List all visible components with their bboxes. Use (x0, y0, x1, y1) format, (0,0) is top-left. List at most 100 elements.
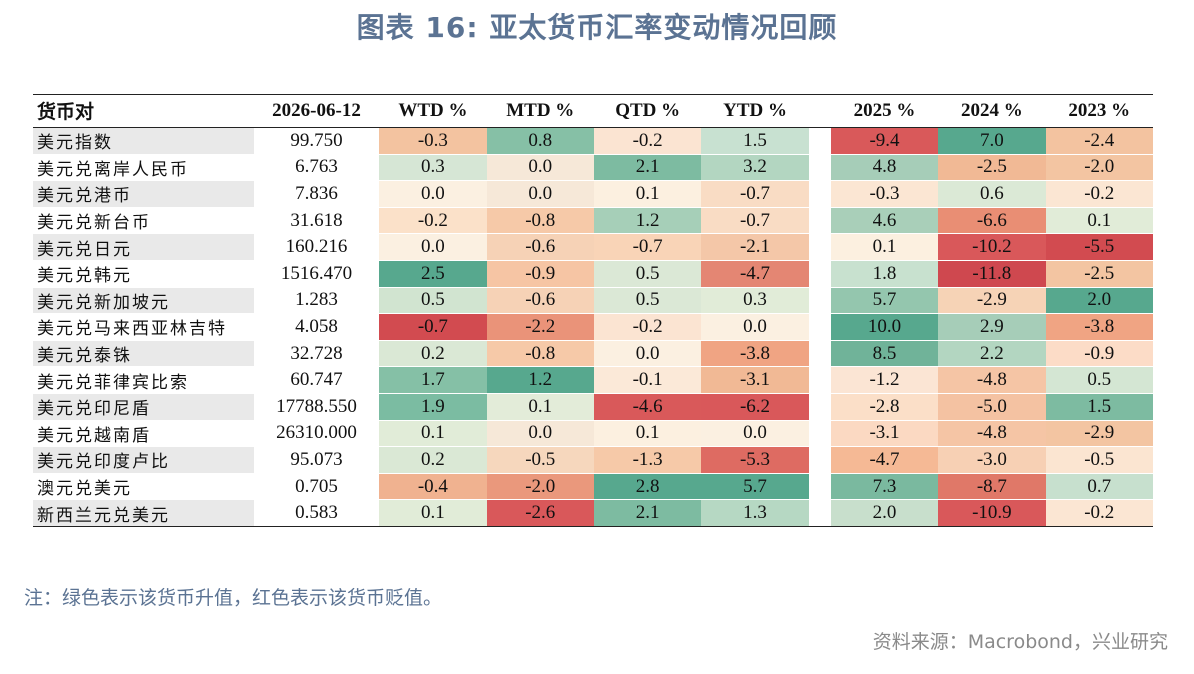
pct-change-cell: -2.8 (830, 393, 939, 421)
header-qtd: QTD % (593, 94, 702, 128)
pct-change-cell: 0.1 (379, 499, 487, 527)
rate-value-cell: 60.747 (253, 366, 380, 394)
table-header-row: 货币对 2026-06-12 WTD % MTD % QTD % YTD % 2… (33, 94, 1153, 128)
rate-value-cell: 17788.550 (253, 393, 380, 421)
pct-change-cell: 1.9 (379, 393, 487, 421)
currency-pair-cell: 美元兑印度卢比 (33, 446, 254, 474)
column-gap (808, 446, 831, 474)
pct-change-cell: 1.8 (830, 260, 939, 288)
pct-change-cell: -0.6 (486, 233, 594, 261)
pct-change-cell: -0.2 (593, 127, 702, 155)
column-gap (808, 340, 831, 368)
pct-change-cell: -5.0 (938, 393, 1046, 421)
pct-change-cell: -0.2 (1045, 499, 1153, 527)
pct-change-cell: 2.1 (593, 154, 702, 182)
currency-pair-cell: 美元兑印尼盾 (33, 393, 254, 421)
pct-change-cell: -2.6 (486, 499, 594, 527)
pct-change-cell: -0.3 (830, 180, 939, 208)
header-2025: 2025 % (830, 94, 939, 128)
rate-value-cell: 95.073 (253, 446, 380, 474)
pct-change-cell: -6.2 (701, 393, 809, 421)
pct-change-cell: -10.2 (938, 233, 1046, 261)
pct-change-cell: -5.5 (1045, 233, 1153, 261)
column-gap (808, 287, 831, 315)
pct-change-cell: 7.3 (830, 473, 939, 501)
rate-value-cell: 0.583 (253, 499, 380, 527)
pct-change-cell: -0.7 (379, 313, 487, 341)
pct-change-cell: 2.2 (938, 340, 1046, 368)
column-gap (808, 313, 831, 341)
currency-pair-cell: 美元兑菲律宾比索 (33, 366, 254, 394)
pct-change-cell: 0.0 (379, 180, 487, 208)
pct-change-cell: 0.5 (1045, 366, 1153, 394)
column-gap (808, 154, 831, 182)
pct-change-cell: 10.0 (830, 313, 939, 341)
pct-change-cell: 0.0 (593, 340, 702, 368)
pct-change-cell: 2.0 (830, 499, 939, 527)
pct-change-cell: -5.3 (701, 446, 809, 474)
pct-change-cell: 0.1 (1045, 207, 1153, 235)
pct-change-cell: 0.1 (379, 420, 487, 448)
header-gap (808, 94, 831, 128)
pct-change-cell: -0.7 (701, 207, 809, 235)
pct-change-cell: 1.7 (379, 366, 487, 394)
currency-pair-cell: 美元兑马来西亚林吉特 (33, 313, 254, 341)
currency-pair-cell: 新西兰元兑美元 (33, 499, 254, 527)
pct-change-cell: -0.2 (593, 313, 702, 341)
table-row: 美元兑日元 160.216 0.0 -0.6 -0.7 -2.1 0.1 -10.2 -5.5 (33, 233, 1153, 261)
pct-change-cell: 0.0 (486, 154, 594, 182)
fx-table: 货币对 2026-06-12 WTD % MTD % QTD % YTD % 2… (33, 94, 1153, 527)
pct-change-cell: -1.3 (593, 446, 702, 474)
table-row: 澳元兑美元 0.705 -0.4 -2.0 2.8 5.7 7.3 -8.7 0.7 (33, 473, 1153, 501)
column-gap (808, 473, 831, 501)
pct-change-cell: 0.5 (593, 287, 702, 315)
pct-change-cell: -0.9 (1045, 340, 1153, 368)
pct-change-cell: -2.9 (938, 287, 1046, 315)
pct-change-cell: 1.5 (701, 127, 809, 155)
pct-change-cell: -3.8 (1045, 313, 1153, 341)
currency-pair-cell: 澳元兑美元 (33, 473, 254, 501)
table-row: 美元兑印度卢比 95.073 0.2 -0.5 -1.3 -5.3 -4.7 -3.0 -0.5 (33, 446, 1153, 474)
pct-change-cell: 0.1 (486, 393, 594, 421)
pct-change-cell: 0.6 (938, 180, 1046, 208)
pct-change-cell: 2.0 (1045, 287, 1153, 315)
currency-pair-cell: 美元兑日元 (33, 233, 254, 261)
pct-change-cell: 0.0 (701, 420, 809, 448)
pct-change-cell: 1.5 (1045, 393, 1153, 421)
pct-change-cell: -9.4 (830, 127, 939, 155)
pct-change-cell: 0.5 (593, 260, 702, 288)
pct-change-cell: 0.3 (701, 287, 809, 315)
pct-change-cell: -8.7 (938, 473, 1046, 501)
rate-value-cell: 7.836 (253, 180, 380, 208)
rate-value-cell: 160.216 (253, 233, 380, 261)
pct-change-cell: 0.0 (486, 180, 594, 208)
pct-change-cell: 2.8 (593, 473, 702, 501)
pct-change-cell: 0.0 (701, 313, 809, 341)
table-row: 美元兑港币 7.836 0.0 0.0 0.1 -0.7 -0.3 0.6 -0.2 (33, 180, 1153, 208)
pct-change-cell: -4.8 (938, 420, 1046, 448)
pct-change-cell: 7.0 (938, 127, 1046, 155)
pct-change-cell: -2.4 (1045, 127, 1153, 155)
header-ytd: YTD % (701, 94, 809, 128)
pct-change-cell: 2.1 (593, 499, 702, 527)
pct-change-cell: -2.1 (701, 233, 809, 261)
table-row: 美元兑新加坡元 1.283 0.5 -0.6 0.5 0.3 5.7 -2.9 2.0 (33, 287, 1153, 315)
column-gap (808, 207, 831, 235)
pct-change-cell: -1.2 (830, 366, 939, 394)
pct-change-cell: 5.7 (701, 473, 809, 501)
column-gap (808, 393, 831, 421)
table-row: 美元兑新台币 31.618 -0.2 -0.8 1.2 -0.7 4.6 -6.6 0.1 (33, 207, 1153, 235)
footnote: 注：绿色表示该货币升值，红色表示该货币贬值。 (24, 587, 443, 609)
pct-change-cell: -0.1 (593, 366, 702, 394)
table-row: 美元兑韩元 1516.470 2.5 -0.9 0.5 -4.7 1.8 -11.8 -2.5 (33, 260, 1153, 288)
pct-change-cell: 3.2 (701, 154, 809, 182)
pct-change-cell: 5.7 (830, 287, 939, 315)
pct-change-cell: -10.9 (938, 499, 1046, 527)
pct-change-cell: -0.7 (701, 180, 809, 208)
rate-value-cell: 4.058 (253, 313, 380, 341)
currency-pair-cell: 美元兑港币 (33, 180, 254, 208)
pct-change-cell: 4.6 (830, 207, 939, 235)
page-title: 图表 16: 亚太货币汇率变动情况回顾 (356, 11, 838, 44)
pct-change-cell: 1.2 (593, 207, 702, 235)
column-gap (808, 127, 831, 155)
